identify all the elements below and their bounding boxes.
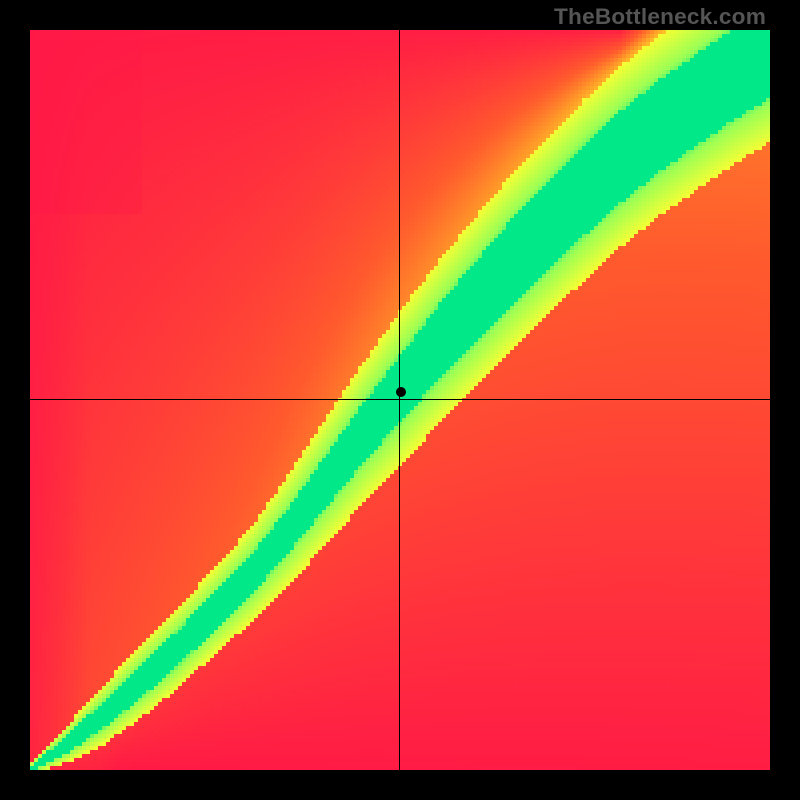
crosshair-horizontal	[30, 399, 770, 400]
crosshair-vertical	[399, 30, 400, 770]
plot-area	[30, 30, 770, 770]
watermark-text: TheBottleneck.com	[554, 4, 766, 30]
outer-frame: TheBottleneck.com	[0, 0, 800, 800]
